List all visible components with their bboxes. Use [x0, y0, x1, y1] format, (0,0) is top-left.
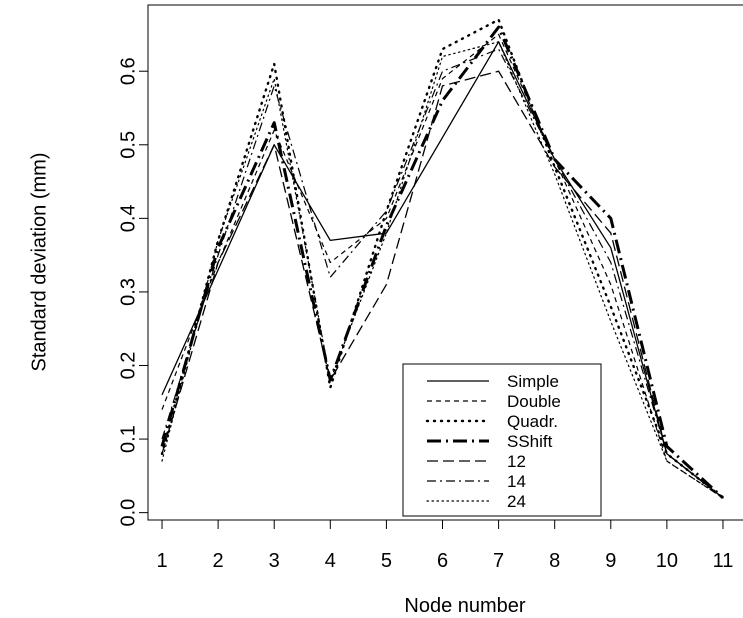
series-line-12 — [161, 70, 724, 499]
y-tick-label: 0.4 — [117, 204, 139, 232]
series-lines — [160, 18, 725, 500]
legend-label: Simple — [507, 372, 559, 391]
legend-label: Quadr. — [507, 412, 558, 431]
y-tick-label: 0.1 — [117, 425, 139, 453]
legend-label: SShift — [507, 432, 553, 451]
x-axis: 1 2 3 4 5 6 7 8 9 10 11 — [156, 519, 734, 572]
series-line-14 — [161, 48, 724, 499]
y-axis: 0.0 0.1 0.2 0.3 0.4 0.5 0.6 — [117, 57, 149, 527]
x-tick-label: 5 — [381, 550, 392, 572]
x-tick-label: 8 — [549, 550, 560, 572]
x-tick-label: 9 — [605, 550, 616, 572]
y-axis-title: Standard deviation (mm) — [28, 153, 50, 372]
x-axis-title: Node number — [404, 595, 526, 617]
series-line-sshift — [160, 25, 725, 500]
y-tick-label: 0.5 — [117, 131, 139, 159]
legend-label: 12 — [507, 452, 526, 471]
y-tick-label: 0.0 — [117, 499, 139, 527]
legend-label: 24 — [507, 492, 526, 511]
series-line-quadr — [160, 18, 725, 500]
x-tick-label: 11 — [713, 550, 734, 572]
x-tick-label: 1 — [156, 550, 167, 572]
y-tick-label: 0.6 — [117, 57, 139, 85]
legend-label: Double — [507, 392, 561, 411]
series-line-simple — [161, 41, 724, 499]
series-line-24 — [161, 41, 724, 499]
series-line-double — [161, 33, 724, 499]
legend-label: 14 — [507, 472, 526, 491]
x-tick-label: 2 — [213, 550, 224, 572]
x-tick-label: 6 — [437, 550, 448, 572]
y-tick-label: 0.2 — [117, 352, 139, 380]
x-tick-label: 7 — [493, 550, 504, 572]
x-tick-label: 3 — [269, 550, 280, 572]
x-tick-label: 4 — [325, 550, 336, 572]
y-tick-label: 0.3 — [117, 278, 139, 306]
x-tick-label: 10 — [656, 550, 678, 572]
